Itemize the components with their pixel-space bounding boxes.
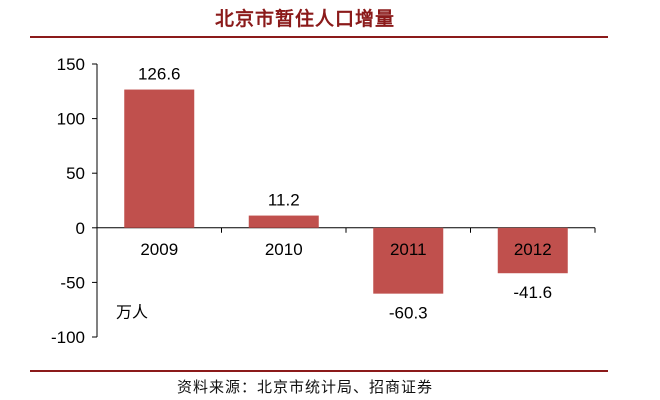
data-label: -41.6: [513, 283, 552, 302]
data-label: 11.2: [268, 191, 300, 210]
bar-2011: [373, 227, 444, 294]
y-tick-label: 150: [57, 55, 85, 74]
bar-2009: [124, 89, 195, 228]
y-tick-label: -100: [51, 328, 85, 347]
source-note: 资料来源：北京市统计局、招商证券: [176, 378, 433, 396]
bar-2012: [497, 227, 568, 274]
x-tick-label: 2010: [265, 240, 303, 259]
data-label: -60.3: [389, 304, 428, 323]
title-rule: [30, 36, 608, 38]
y-tick-label: 100: [57, 110, 85, 129]
unit-label: 万人: [116, 303, 148, 321]
data-label: 126.6: [138, 65, 181, 84]
y-tick-label: 50: [66, 164, 85, 183]
y-tick-label: -50: [60, 273, 85, 292]
bar-chart: -100 -50 0 50 100 150 126.6 2009 11.2 2010 -60.3 2…: [51, 55, 596, 347]
x-tick-label: 2012: [514, 240, 552, 259]
chart-title: 北京市暂住人口增量: [214, 8, 395, 30]
x-tick-label: 2009: [140, 240, 178, 259]
source-rule: [30, 370, 608, 372]
bar-2010: [248, 215, 319, 228]
x-tick-label: 2011: [390, 240, 427, 259]
y-tick-label: 0: [76, 219, 85, 238]
